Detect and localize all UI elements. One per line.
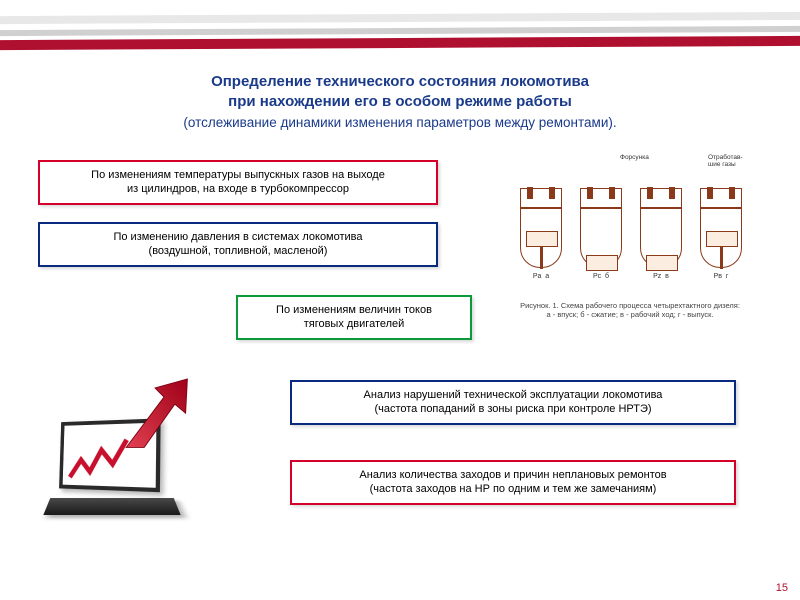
box-line: (частота попаданий в зоны риска при конт… bbox=[300, 402, 726, 417]
content-area: По изменениям температуры выпускных газо… bbox=[0, 160, 800, 580]
box-line: По изменениям температуры выпускных газо… bbox=[48, 168, 428, 183]
engine-label-injector: Форсунка bbox=[620, 154, 649, 161]
engine-diagram: Pа а Pс б Рz в Pв г Форс bbox=[500, 160, 760, 320]
box-analysis-violations: Анализ нарушений технической эксплуатаци… bbox=[290, 380, 736, 426]
box-line: Анализ количества заходов и причин непла… bbox=[300, 468, 726, 483]
box-line: (частота заходов на НР по одним и тем же… bbox=[300, 482, 726, 497]
engine-caption-l1: Рисунок. 1. Схема рабочего процесса четы… bbox=[500, 301, 760, 310]
engine-caption-l2: а - впуск; б - сжатие; в - рабочий ход; … bbox=[500, 310, 760, 319]
box-pressure: По изменению давления в системах локомот… bbox=[38, 222, 438, 268]
engine-label-exhaust: Отработав- шие газы bbox=[708, 154, 756, 168]
engine-caption: Рисунок. 1. Схема рабочего процесса четы… bbox=[500, 301, 760, 320]
box-line: По изменениям величин токов bbox=[246, 303, 462, 318]
title-line-3: (отслеживание динамики изменения парамет… bbox=[40, 115, 760, 130]
box-line: тяговых двигателей bbox=[246, 317, 462, 332]
title-line-2: при нахождении его в особом режиме работ… bbox=[40, 92, 760, 112]
box-line: (воздушной, топливной, масленой) bbox=[48, 244, 428, 259]
box-temperature: По изменениям температуры выпускных газо… bbox=[38, 160, 438, 206]
box-line: Анализ нарушений технической эксплуатаци… bbox=[300, 388, 726, 403]
title-line-1: Определение технического состояния локом… bbox=[40, 72, 760, 92]
box-currents: По изменениям величин токов тяговых двиг… bbox=[236, 295, 472, 341]
box-analysis-repairs: Анализ количества заходов и причин непла… bbox=[290, 460, 736, 506]
box-line: из цилиндров, на входе в турбокомпрессор bbox=[48, 182, 428, 197]
slide-title: Определение технического состояния локом… bbox=[0, 72, 800, 130]
laptop-graphic bbox=[35, 380, 205, 530]
box-line: По изменению давления в системах локомот… bbox=[48, 230, 428, 245]
header-stripes bbox=[0, 0, 800, 50]
arrow-up-icon bbox=[110, 370, 200, 460]
page-number: 15 bbox=[776, 582, 788, 594]
